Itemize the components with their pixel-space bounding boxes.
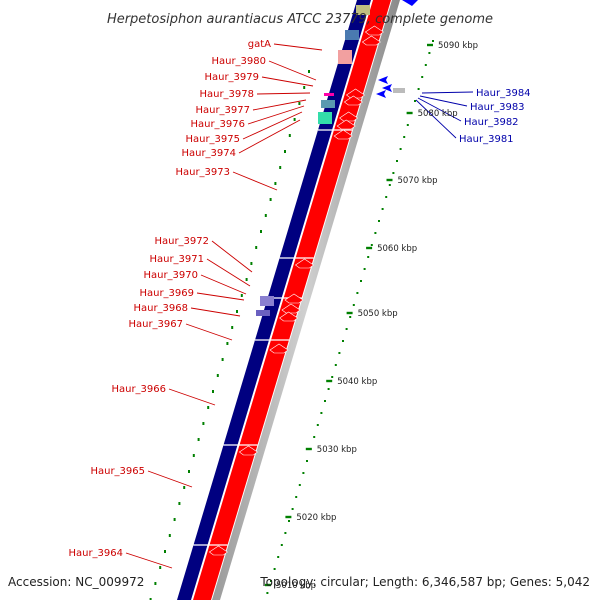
gene-connector: [252, 99, 307, 111]
feature-block: [321, 100, 335, 108]
feature-block: [256, 310, 270, 316]
gene-connector: [211, 240, 253, 273]
gene-label[interactable]: gatA: [248, 39, 271, 50]
cds-arrow: [345, 88, 366, 99]
gene-label[interactable]: Haur_3970: [143, 270, 198, 281]
gene-connector: [206, 258, 251, 287]
gene-label[interactable]: Haur_3964: [68, 548, 123, 559]
feature-block: [324, 93, 334, 96]
kbp-tick-label: 5020 kbp: [296, 513, 336, 523]
reverse-cds-arrow: [382, 84, 392, 92]
feature-block: [338, 50, 352, 64]
gene-connector: [196, 292, 245, 301]
gene-label[interactable]: Haur_3978: [199, 89, 254, 100]
gene-label[interactable]: Haur_3971: [149, 254, 204, 265]
gene-connector: [273, 43, 323, 51]
gene-label[interactable]: Haur_3977: [195, 105, 250, 116]
gene-connector: [125, 552, 173, 569]
map-title: Herpetosiphon aurantiacus ATCC 23779, co…: [107, 12, 493, 27]
accession-text: Accession: NC_009972: [8, 575, 144, 589]
gene-label[interactable]: Haur_3982: [464, 117, 519, 128]
gene-label[interactable]: Haur_3983: [470, 102, 525, 113]
gene-label[interactable]: Haur_3968: [133, 303, 188, 314]
kbp-tick-label: 5060 kbp: [377, 244, 417, 254]
cds-arrow: [294, 258, 315, 269]
cds-arrow: [333, 129, 353, 140]
cds-arrow: [284, 293, 304, 304]
gene-label[interactable]: Haur_3976: [190, 119, 245, 130]
kbp-tick-label: 5070 kbp: [398, 176, 438, 186]
kbp-tick-label: 5040 kbp: [337, 377, 377, 387]
gene-connector: [417, 97, 462, 122]
reverse-cds-arrow: [402, 0, 418, 6]
gene-label[interactable]: Haur_3974: [181, 148, 236, 159]
gene-label[interactable]: Haur_3980: [211, 56, 266, 67]
gene-connector: [147, 470, 193, 488]
gene-label[interactable]: Haur_3981: [459, 134, 514, 145]
feature-block: [345, 30, 359, 40]
gene-connector: [190, 307, 241, 317]
cds-arrow: [339, 111, 359, 122]
tick-layer: [149, 40, 434, 600]
cds-arrow: [208, 545, 228, 556]
gene-connector: [419, 95, 468, 107]
gene-connector: [268, 60, 317, 81]
gene-label[interactable]: Haur_3965: [90, 466, 145, 477]
gene-label[interactable]: Haur_3972: [154, 236, 209, 247]
gene-label[interactable]: Haur_3984: [476, 88, 531, 99]
gene-connector: [242, 111, 303, 140]
reverse-cds-arrow: [378, 76, 388, 84]
gene-connector: [256, 92, 311, 95]
kbp-tick-label: 5090 kbp: [438, 41, 478, 51]
backbone-ring: [212, 0, 400, 600]
feature-block: [260, 296, 274, 306]
gene-connector: [168, 388, 216, 406]
gene-connector: [247, 105, 305, 125]
gene-label[interactable]: Haur_3966: [111, 384, 166, 395]
cds-arrow: [336, 119, 356, 130]
gene-label[interactable]: Haur_3967: [128, 319, 183, 330]
gene-label[interactable]: Haur_3975: [185, 134, 240, 145]
feature-block: [318, 112, 332, 124]
gene-label[interactable]: Haur_3969: [139, 288, 194, 299]
gene-label[interactable]: Haur_3973: [175, 167, 230, 178]
kbp-tick-label: 5080 kbp: [418, 109, 458, 119]
cds-arrow: [364, 25, 384, 36]
gene-connector: [421, 91, 474, 94]
gene-connector: [232, 171, 278, 191]
cds-arrow: [238, 445, 258, 456]
cds-arrow: [279, 311, 299, 322]
cds-arrow: [361, 35, 381, 46]
gene-connector: [415, 99, 457, 139]
feature-block: [393, 88, 405, 93]
gene-label[interactable]: Haur_3979: [204, 72, 259, 83]
feature-layer: [193, 0, 418, 556]
gene-connector: [200, 274, 247, 295]
cds-arrow: [343, 95, 363, 106]
feature-block: [356, 5, 370, 15]
gene-connector: [185, 323, 233, 341]
genome-summary-text: Topology: circular; Length: 6,346,587 bp…: [259, 575, 590, 589]
connector-layer: [125, 43, 474, 569]
cds-arrow: [269, 343, 289, 354]
label-layer: 5090 kbp 5080 kbp 5070 kbp 5060 kbp 5050 kbp…: [68, 39, 530, 591]
kbp-tick-label: 5010 kbp: [276, 581, 316, 591]
kbp-tick-label: 5030 kbp: [317, 445, 357, 455]
kbp-tick-label: 5050 kbp: [358, 309, 398, 319]
gene-connector: [238, 119, 301, 154]
cds-arrow: [281, 303, 301, 314]
gene-connector: [261, 76, 314, 87]
reverse-cds-arrow: [376, 90, 386, 98]
